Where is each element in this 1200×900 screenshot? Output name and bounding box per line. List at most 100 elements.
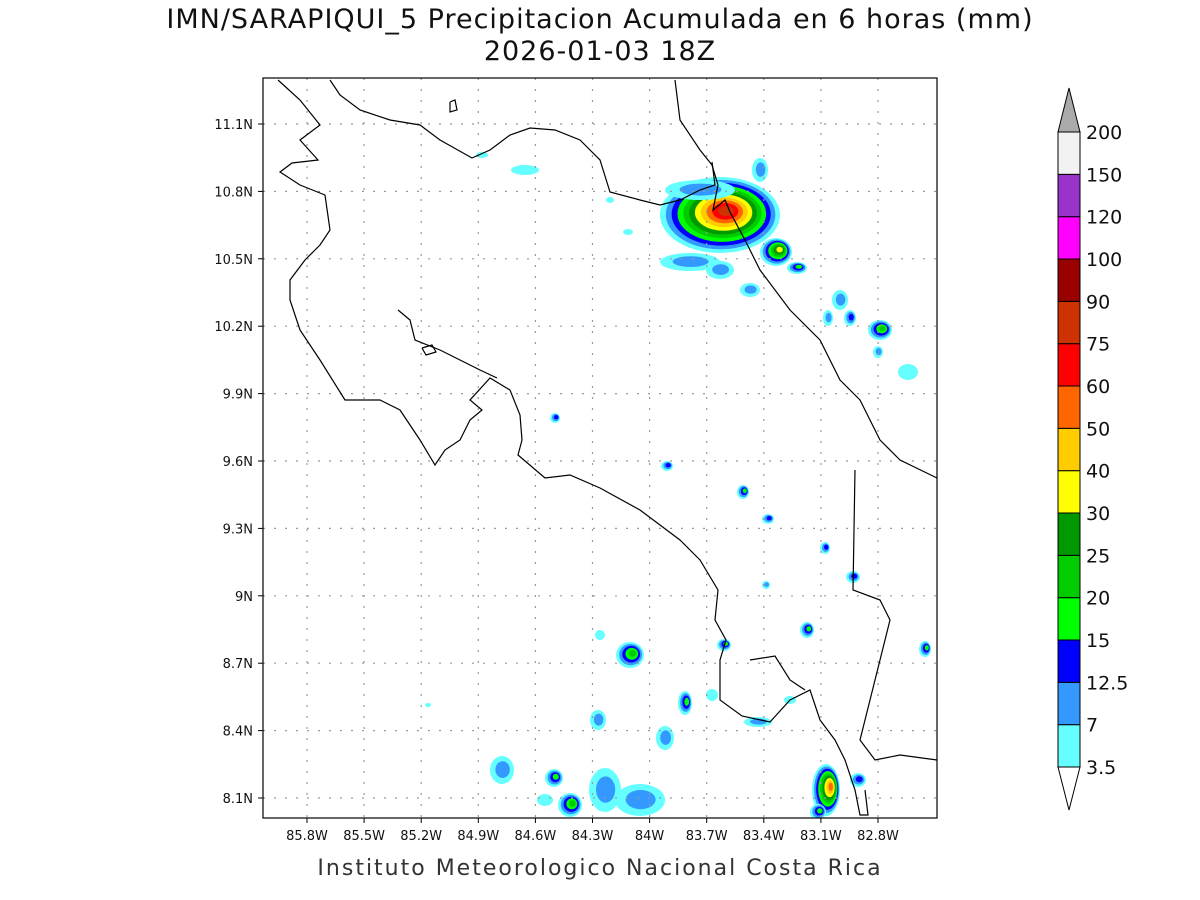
precip-contour-12-1 <box>835 293 846 306</box>
lon-tick-label: 85.8W <box>286 829 328 844</box>
colorbar-label: 12.5 <box>1086 672 1128 694</box>
precip-contour-9-0 <box>476 152 488 158</box>
precip-contour-33-1 <box>593 713 604 726</box>
colorbar-swatch <box>1057 724 1081 768</box>
colorbar-label: 150 <box>1086 164 1122 186</box>
precip-contour-22-2 <box>824 544 829 550</box>
colorbar-swatch <box>1057 216 1081 260</box>
lat-tick-label: 9.6N <box>223 455 253 470</box>
colorbar-swatch <box>1057 681 1081 726</box>
lon-tick-label: 84.9W <box>457 829 499 844</box>
colorbar-over-arrow <box>1057 87 1081 133</box>
lon-tick-label: 83.4W <box>743 829 785 844</box>
precip-contour-18-2 <box>554 415 559 420</box>
colorbar-label: 30 <box>1086 503 1110 525</box>
colorbar-label: 3.5 <box>1086 757 1116 779</box>
coastline-3 <box>852 469 937 761</box>
lat-tick-label: 11.1N <box>214 118 253 133</box>
colorbar-label: 100 <box>1086 249 1122 271</box>
lon-tick-label: 83.1W <box>800 829 842 844</box>
coastline-1 <box>329 79 716 206</box>
precip-contour-3-1 <box>712 264 729 275</box>
precip-contour-0-10 <box>718 206 734 216</box>
precip-contour-32-1 <box>660 730 671 745</box>
precip-contour-44-3 <box>817 808 823 814</box>
lon-tick-label: 85.5W <box>343 829 385 844</box>
precip-contour-23-2 <box>851 573 858 579</box>
colorbar-label: 120 <box>1086 207 1122 229</box>
lat-tick-label: 9N <box>235 590 253 605</box>
colorbar-swatch <box>1057 427 1081 472</box>
precip-contour-17-0 <box>898 364 918 380</box>
colorbar-swatch <box>1057 470 1081 514</box>
precip-contour-28-4 <box>628 649 637 657</box>
colorbar-label: 40 <box>1086 461 1110 483</box>
precip-contour-15-4 <box>879 325 886 332</box>
precip-contour-13-2 <box>848 313 854 321</box>
precip-contour-4-6 <box>776 246 783 253</box>
colorbar-label: 50 <box>1086 418 1110 440</box>
precip-contour-21-2 <box>766 516 772 521</box>
colorbar-swatch <box>1057 597 1081 641</box>
map-title: IMN/SARAPIQUI_5 Precipitacion Acumulada … <box>166 4 1034 35</box>
precip-contour-11-0 <box>623 229 633 235</box>
precip-contour-2-1 <box>672 256 709 267</box>
precip-contour-10-0 <box>606 197 614 203</box>
lat-tick-label: 9.9N <box>223 388 253 403</box>
lon-tick-label: 85.2W <box>400 829 442 844</box>
precip-contour-45-0 <box>425 703 431 707</box>
precip-contour-42-8 <box>828 782 834 791</box>
precip-contour-26-3 <box>924 645 929 651</box>
colorbar-label: 25 <box>1086 545 1110 567</box>
lat-tick-label: 8.4N <box>223 725 253 740</box>
colorbar-label: 90 <box>1086 291 1110 313</box>
coastline-2 <box>674 79 937 479</box>
precip-contour-14-1 <box>825 312 832 323</box>
colorbar-label: 7 <box>1086 715 1098 737</box>
colorbar-label: 15 <box>1086 630 1110 652</box>
precip-contour-7-1 <box>755 162 766 177</box>
precip-contour-16-1 <box>875 348 882 356</box>
colorbar-swatch <box>1057 639 1081 683</box>
colorbar-swatch <box>1057 300 1081 345</box>
precip-contour-19-2 <box>665 463 671 468</box>
colorbar-swatch <box>1057 131 1081 175</box>
lon-tick-label: 84.6W <box>514 829 556 844</box>
footer-credit: Instituto Meteorologico Nacional Costa R… <box>317 856 883 881</box>
colorbar-swatch <box>1057 173 1081 218</box>
colorbar-label: 75 <box>1086 334 1110 356</box>
precip-contour-24-1 <box>764 582 769 587</box>
map-frame <box>262 77 938 819</box>
coastline-4 <box>749 655 806 691</box>
colorbar-label: 20 <box>1086 588 1110 610</box>
lat-tick-label: 8.7N <box>223 657 253 672</box>
colorbar-swatch <box>1057 512 1081 556</box>
colorbar-swatch <box>1057 385 1081 429</box>
precip-contour-39-0 <box>537 794 553 806</box>
colorbar-label: 60 <box>1086 376 1110 398</box>
colorbar-swatch <box>1057 258 1081 302</box>
precip-contour-38-4 <box>569 800 576 807</box>
colorbar-under-arrow <box>1057 766 1081 811</box>
precip-contour-8-0 <box>511 165 539 175</box>
lon-tick-label: 84.3W <box>572 829 614 844</box>
colorbar-label: 200 <box>1086 122 1122 144</box>
precip-contour-41-1 <box>625 790 656 810</box>
lon-tick-label: 82.8W <box>857 829 899 844</box>
lon-tick-label: 83.7W <box>686 829 728 844</box>
lat-tick-label: 10.8N <box>214 185 253 200</box>
precip-contour-25-3 <box>806 626 812 632</box>
coastline-6 <box>421 344 437 356</box>
precip-contour-31-0 <box>706 689 718 701</box>
precip-contour-29-0 <box>595 630 605 640</box>
lat-tick-label: 10.5N <box>214 253 253 268</box>
precip-contour-43-2 <box>855 776 863 783</box>
precip-contour-5-3 <box>795 264 803 269</box>
precip-contour-30-3 <box>684 697 690 706</box>
precip-contour-20-3 <box>742 488 747 494</box>
map-layer <box>263 78 937 818</box>
lat-tick-label: 8.1N <box>223 792 253 807</box>
precip-contour-40-1 <box>596 776 616 803</box>
map-subtitle: 2026-01-03 18Z <box>483 36 717 67</box>
